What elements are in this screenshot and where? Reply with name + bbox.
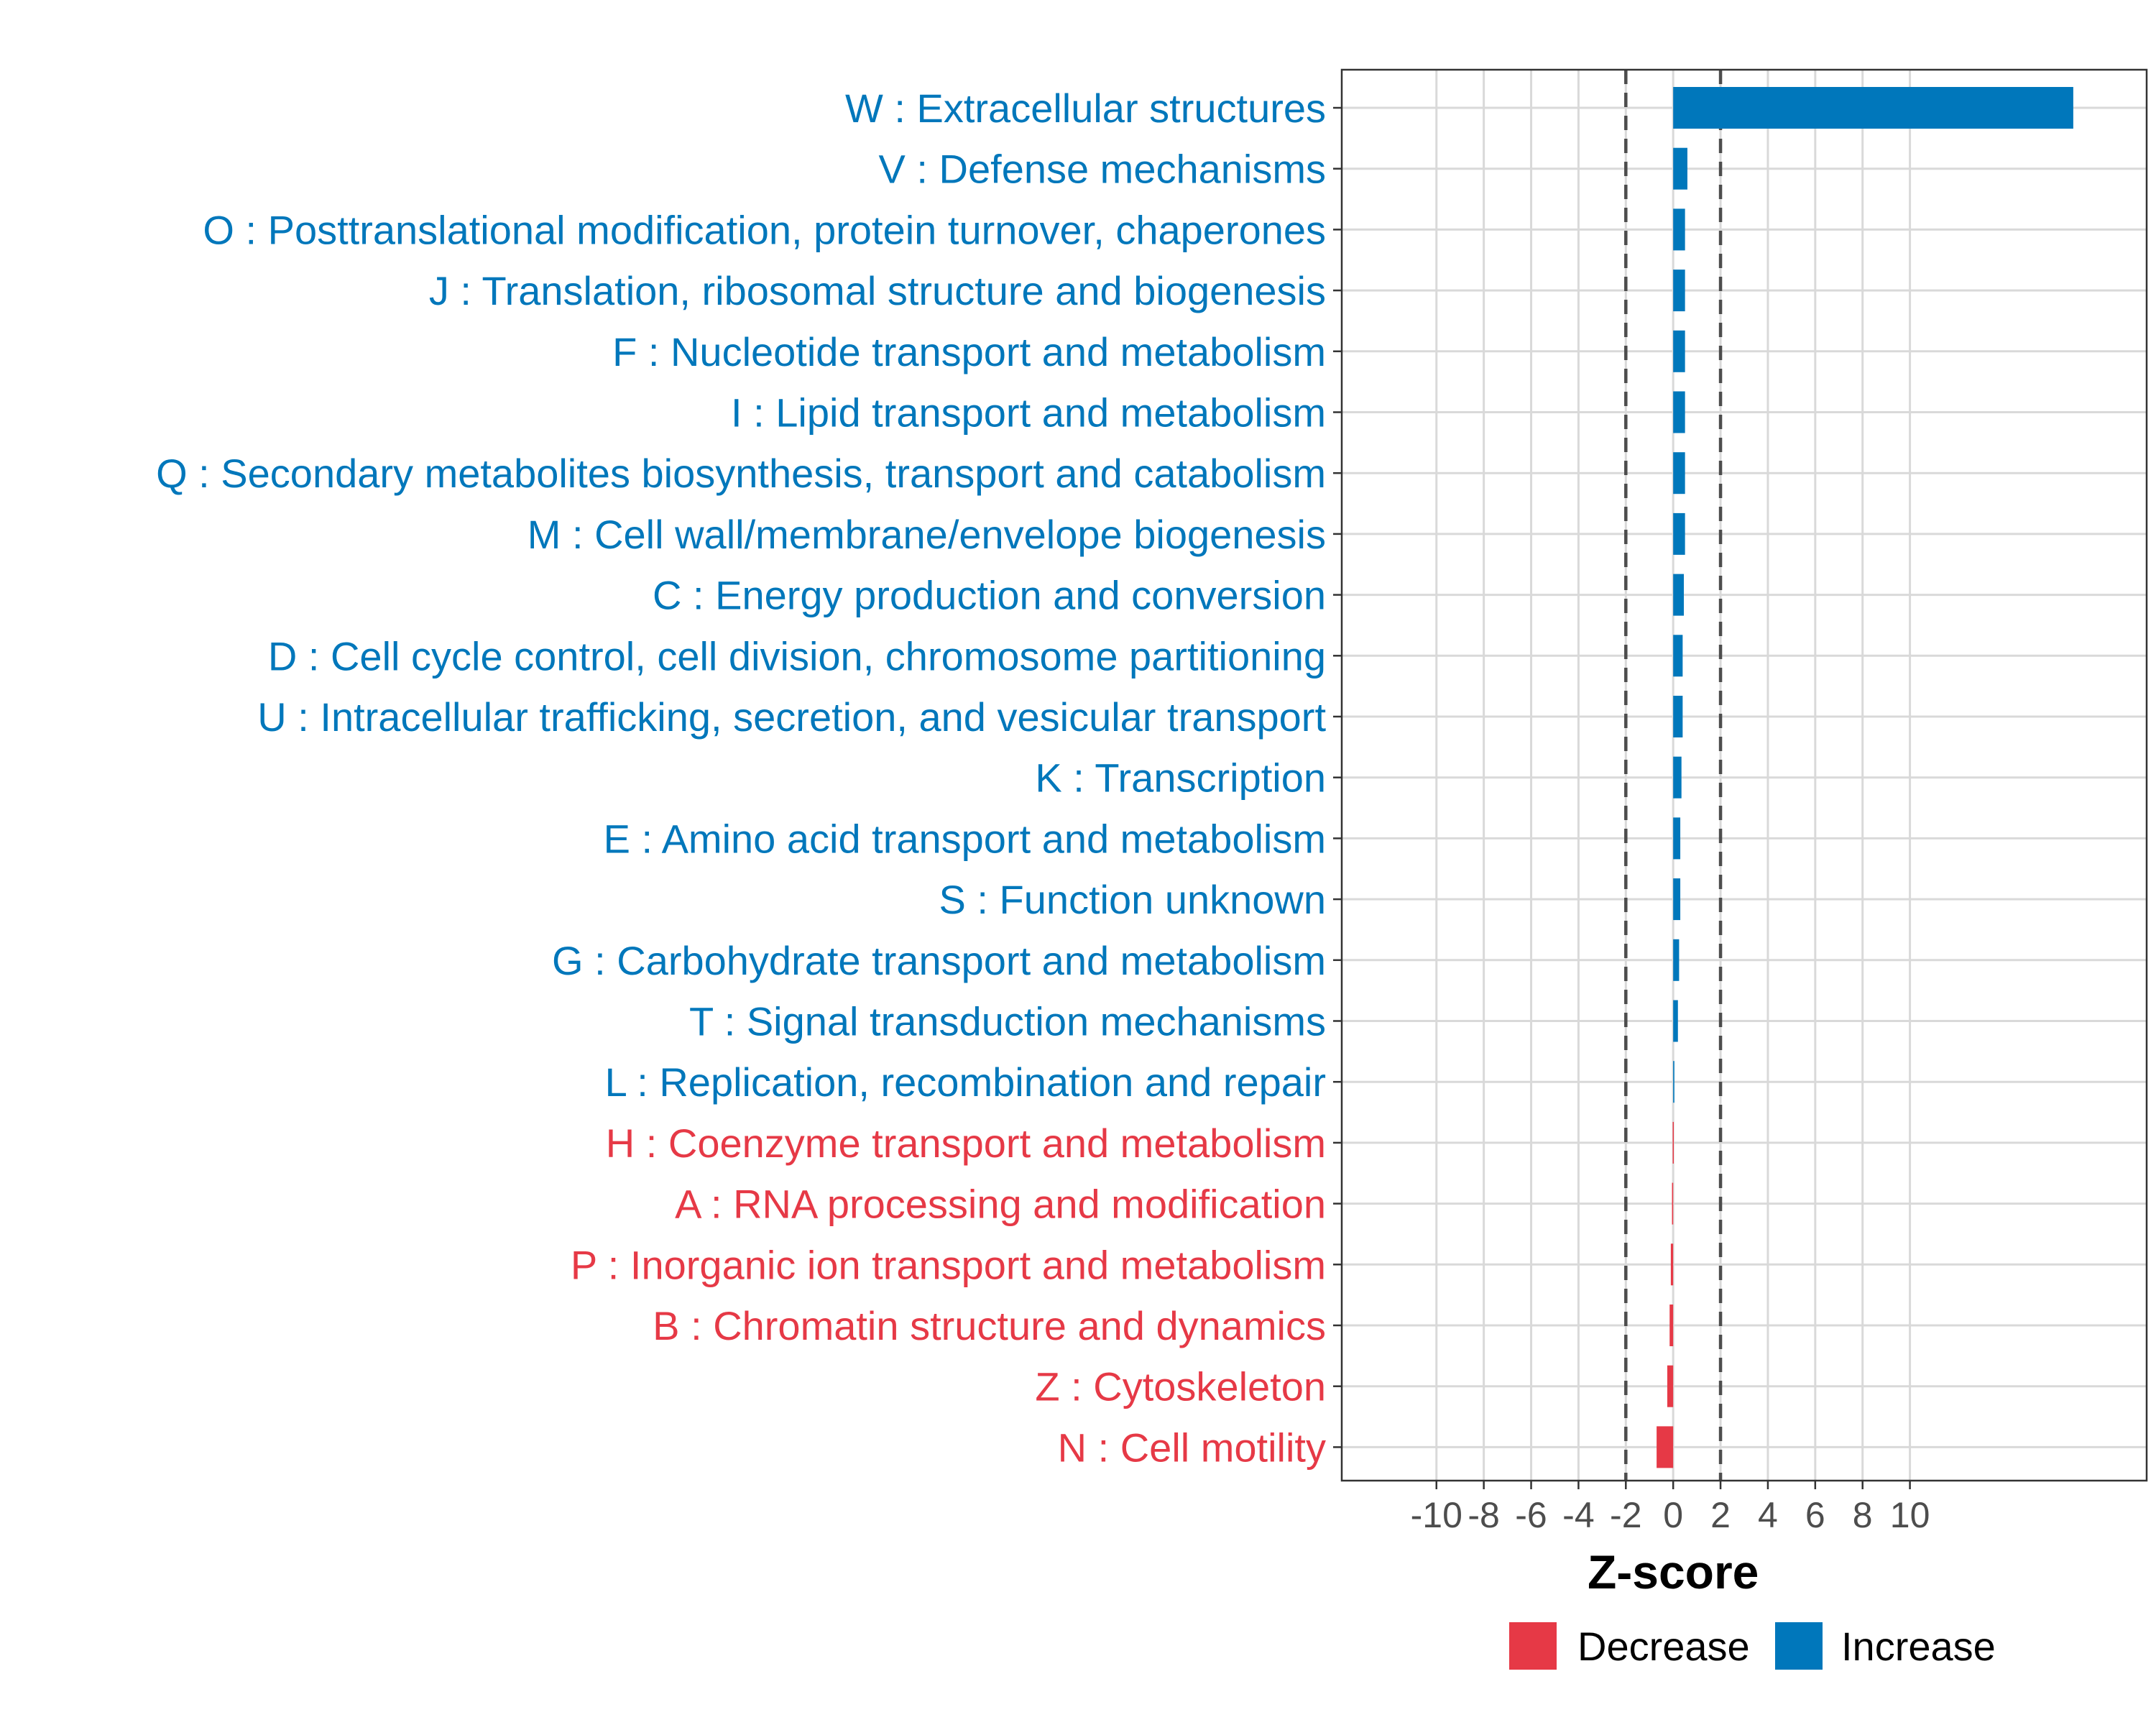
bar (1672, 1121, 1674, 1164)
legend-label-increase: Increase (1841, 1624, 1996, 1669)
bar (1673, 270, 1685, 312)
legend: Decrease Increase (1509, 1622, 1996, 1670)
category-label: D : Cell cycle control, cell division, c… (268, 633, 1326, 678)
x-tick-label: -8 (1468, 1495, 1499, 1535)
bar (1669, 1305, 1674, 1346)
bar (1670, 1243, 1674, 1286)
threshold-lines (1624, 70, 1723, 1481)
category-label: H : Coenzyme transport and metabolism (606, 1121, 1326, 1166)
category-label: B : Chromatin structure and dynamics (653, 1303, 1326, 1348)
x-tick-label: -6 (1515, 1495, 1547, 1535)
bars (1657, 87, 2073, 1468)
bar (1672, 1182, 1674, 1225)
bar (1673, 452, 1685, 494)
legend-label-decrease: Decrease (1577, 1624, 1750, 1669)
bar (1673, 696, 1683, 737)
x-tick-label: -4 (1562, 1495, 1594, 1535)
category-label: C : Energy production and conversion (653, 573, 1326, 618)
legend-swatch-decrease (1509, 1622, 1557, 1670)
category-label: S : Function unknown (939, 877, 1326, 922)
category-label: O : Posttranslational modification, prot… (203, 207, 1326, 252)
grid-lines (1342, 70, 2147, 1481)
category-label: U : Intracellular trafficking, secretion… (257, 694, 1326, 740)
x-axis-title: Z-score (1588, 1545, 1759, 1598)
x-tick-label: 4 (1758, 1495, 1778, 1535)
legend-swatch-increase (1775, 1622, 1823, 1670)
category-label: I : Lipid transport and metabolism (731, 390, 1326, 436)
category-label: N : Cell motility (1058, 1425, 1326, 1470)
bar (1667, 1365, 1674, 1407)
x-tick-label: -2 (1610, 1495, 1641, 1535)
category-label: G : Carbohydrate transport and metabolis… (552, 938, 1326, 983)
category-label: T : Signal transduction mechanisms (689, 999, 1326, 1044)
category-label: Q : Secondary metabolites biosynthesis, … (156, 451, 1326, 496)
x-tick-label: -10 (1411, 1495, 1462, 1535)
category-label: M : Cell wall/membrane/envelope biogenes… (528, 512, 1326, 557)
bar (1673, 330, 1685, 372)
category-label: L : Replication, recombination and repai… (605, 1059, 1326, 1105)
y-axis-ticks (1333, 106, 1342, 1448)
bar (1673, 147, 1687, 190)
bar (1673, 1000, 1678, 1042)
bar (1673, 756, 1682, 799)
bar (1673, 1061, 1674, 1103)
bar (1673, 208, 1685, 251)
category-labels: W : Extracellular structures V : Defense … (156, 86, 1326, 1470)
category-label: E : Amino acid transport and metabolism (604, 816, 1326, 861)
category-label: F : Nucleotide transport and metabolism (612, 329, 1326, 374)
x-tick-label: 6 (1805, 1495, 1825, 1535)
x-tick-label: 0 (1663, 1495, 1683, 1535)
category-label: W : Extracellular structures (845, 86, 1326, 131)
category-label: P : Inorganic ion transport and metaboli… (571, 1242, 1326, 1287)
bar (1657, 1426, 1674, 1468)
bar (1673, 87, 2073, 129)
category-label: K : Transcription (1035, 755, 1326, 801)
category-label: Z : Cytoskeleton (1035, 1364, 1326, 1409)
bar (1673, 878, 1681, 921)
bar (1673, 817, 1681, 860)
x-axis-ticks: -10 -8 -6 -4 -2 0 2 4 6 8 10 (1411, 1481, 1930, 1535)
category-label: J : Translation, ribosomal structure and… (429, 268, 1326, 313)
bar (1673, 574, 1684, 616)
bar (1673, 635, 1683, 677)
x-tick-label: 10 (1890, 1495, 1930, 1535)
x-tick-label: 8 (1853, 1495, 1873, 1535)
plot-panel-border (1340, 68, 2148, 1482)
bar (1673, 512, 1685, 555)
category-label: V : Defense mechanisms (879, 147, 1326, 192)
bar (1673, 939, 1680, 981)
x-tick-label: 2 (1710, 1495, 1731, 1535)
category-label: A : RNA processing and modification (675, 1182, 1326, 1227)
bar (1673, 391, 1685, 433)
